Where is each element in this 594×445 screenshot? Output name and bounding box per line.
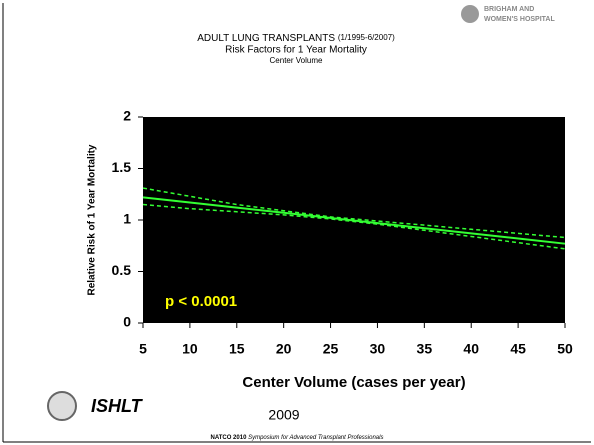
x-tick-label: 40 — [463, 341, 479, 357]
org-logo — [47, 391, 77, 421]
x-tick-label: 45 — [510, 341, 526, 357]
x-tick-label: 35 — [417, 341, 433, 357]
x-tick-label: 20 — [276, 341, 292, 357]
y-tick-label: 1.5 — [112, 159, 132, 175]
logo-text: BRIGHAM AND — [484, 6, 534, 13]
x-tick-label: 15 — [229, 341, 245, 357]
series-line — [142, 203, 566, 250]
chart-title: ADULT LUNG TRANSPLANTS (1/1995-6/2007) — [197, 33, 395, 44]
x-tick-label: 5 — [139, 341, 147, 357]
x-tick-label: 10 — [182, 341, 198, 357]
footer: NATCO 2010 Symposium for Advanced Transp… — [211, 435, 384, 441]
x-tick-label: 50 — [557, 341, 573, 357]
logo-icon — [461, 5, 479, 23]
x-tick-label: 25 — [323, 341, 339, 357]
y-tick-label: 0.5 — [112, 262, 132, 278]
y-tick-label: 0 — [123, 314, 131, 330]
series-line — [142, 187, 566, 239]
series-line — [142, 196, 566, 245]
logo-text: WOMEN'S HOSPITAL — [484, 16, 555, 23]
annotation: p < 0.0001 — [165, 293, 237, 310]
y-tick-label: 2 — [123, 108, 131, 124]
x-axis-title: Center Volume (cases per year) — [242, 374, 465, 391]
chart-subtitle: Center Volume — [270, 56, 323, 65]
y-tick-label: 1 — [123, 211, 131, 227]
org-name: ISHLT — [91, 396, 144, 416]
y-axis-title: Relative Risk of 1 Year Mortality — [87, 144, 98, 295]
x-tick-label: 30 — [370, 341, 386, 357]
chart-subtitle: Risk Factors for 1 Year Mortality — [225, 45, 367, 56]
year: 2009 — [268, 407, 299, 423]
